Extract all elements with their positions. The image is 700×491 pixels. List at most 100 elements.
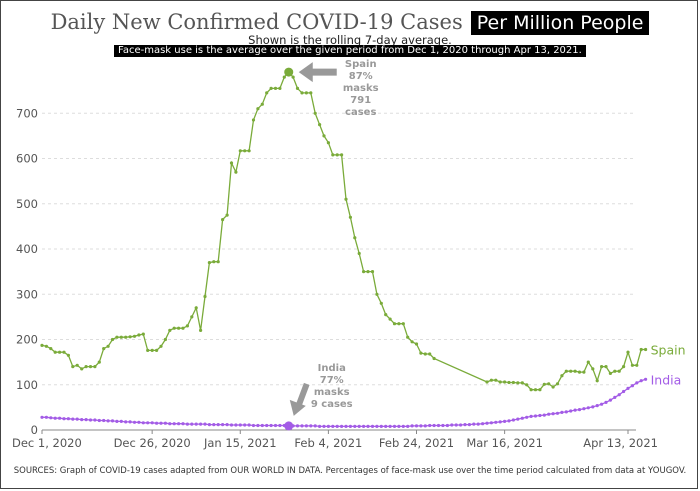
data-point-india xyxy=(436,423,441,428)
data-point-spain xyxy=(49,347,53,351)
data-point-spain xyxy=(397,322,401,326)
data-point-india xyxy=(463,423,467,427)
data-point-spain xyxy=(485,380,489,384)
data-point-india xyxy=(313,424,317,428)
data-point-india xyxy=(454,423,458,427)
data-point-india xyxy=(106,419,110,423)
data-point-india xyxy=(481,422,485,426)
data-point-india xyxy=(141,421,145,425)
data-point-india xyxy=(58,416,62,420)
data-point-spain xyxy=(494,378,498,382)
data-point-india xyxy=(622,389,626,394)
data-point-india xyxy=(445,423,449,428)
data-point-india xyxy=(40,415,44,419)
series-line-spain xyxy=(41,71,646,391)
gridlines xyxy=(42,112,636,386)
data-point-spain xyxy=(542,382,546,386)
data-point-india xyxy=(93,418,97,422)
data-point-spain xyxy=(124,335,128,339)
data-point-spain xyxy=(265,91,269,95)
data-point-spain xyxy=(110,337,115,342)
data-point-spain xyxy=(128,335,132,339)
data-point-india xyxy=(304,424,308,428)
data-point-spain xyxy=(573,369,577,373)
data-point-india xyxy=(410,424,414,428)
data-point-india xyxy=(234,423,238,427)
data-point-india xyxy=(353,424,357,428)
data-point-spain xyxy=(229,161,234,165)
data-point-india xyxy=(97,418,101,423)
data-point-spain xyxy=(80,367,84,371)
data-point-spain xyxy=(163,337,167,342)
x-tick-label: Feb 4, 2021 xyxy=(294,436,362,450)
data-point-india xyxy=(273,423,278,428)
chart-subtitle: Shown is the rolling 7-day average. xyxy=(248,33,452,47)
data-point-spain xyxy=(62,350,66,354)
data-point-spain xyxy=(238,149,242,153)
data-point-spain xyxy=(168,328,172,332)
data-point-spain xyxy=(190,315,194,319)
data-point-spain xyxy=(84,365,88,369)
x-tick-label: Dec 26, 2020 xyxy=(114,436,191,450)
data-point-india xyxy=(428,423,432,428)
chart-note: Face-mask use is the average over the gi… xyxy=(114,45,586,57)
annotation-text: India xyxy=(318,363,346,374)
data-point-spain xyxy=(243,149,247,153)
y-tick-label: 200 xyxy=(16,333,38,347)
data-point-india xyxy=(265,423,269,428)
annotation-text: 87% xyxy=(349,71,373,82)
data-point-spain xyxy=(177,326,181,330)
data-point-india xyxy=(340,424,344,428)
data-point-india xyxy=(397,424,401,428)
data-point-spain xyxy=(533,388,538,392)
chart-title-main: Daily New Confirmed COVID-19 Cases xyxy=(50,10,463,34)
data-point-india xyxy=(511,418,515,422)
data-point-india xyxy=(238,423,242,427)
y-tick-label: 500 xyxy=(16,197,38,211)
data-point-india xyxy=(604,400,608,404)
data-point-spain xyxy=(318,123,322,127)
data-point-spain xyxy=(212,260,216,264)
data-point-spain xyxy=(75,363,79,367)
data-point-spain xyxy=(106,344,110,348)
data-point-spain xyxy=(58,350,62,354)
data-point-india xyxy=(414,424,419,428)
data-point-india xyxy=(124,420,128,424)
data-point-spain xyxy=(234,170,238,174)
data-point-india xyxy=(207,423,211,427)
data-point-india xyxy=(586,406,590,410)
data-point-india xyxy=(146,421,150,425)
data-point-india xyxy=(498,420,502,424)
data-point-india xyxy=(494,420,498,424)
data-point-india xyxy=(309,424,313,428)
data-point-spain xyxy=(71,365,75,369)
data-point-spain xyxy=(498,380,502,384)
data-point-india xyxy=(132,420,137,424)
data-point-india xyxy=(635,381,639,385)
data-point-spain xyxy=(155,348,159,352)
x-axis-ticks: Dec 1, 2020 Dec 26, 2020 Jan 15, 2021 Feb 4… xyxy=(12,430,658,450)
data-point-india xyxy=(507,419,511,423)
data-point-spain xyxy=(44,344,49,348)
data-point-india xyxy=(295,424,300,428)
data-point-spain xyxy=(348,215,352,219)
series-layer: Spain India xyxy=(40,70,686,428)
y-tick-label: 0 xyxy=(31,423,38,437)
data-point-india xyxy=(66,417,70,421)
data-point-spain xyxy=(555,382,560,386)
data-point-spain xyxy=(582,370,586,374)
data-point-india xyxy=(256,423,260,428)
data-point-spain xyxy=(309,91,313,95)
data-point-spain xyxy=(326,141,330,145)
data-point-india xyxy=(551,412,555,416)
data-point-spain xyxy=(414,342,419,346)
data-point-india xyxy=(80,418,84,422)
data-point-spain xyxy=(203,294,207,299)
data-point-india xyxy=(384,424,388,428)
data-point-spain xyxy=(410,340,414,344)
x-tick-label: Mar 16, 2021 xyxy=(466,436,543,450)
data-point-india xyxy=(84,418,88,422)
data-point-india xyxy=(177,422,181,426)
data-point-spain xyxy=(194,306,198,310)
